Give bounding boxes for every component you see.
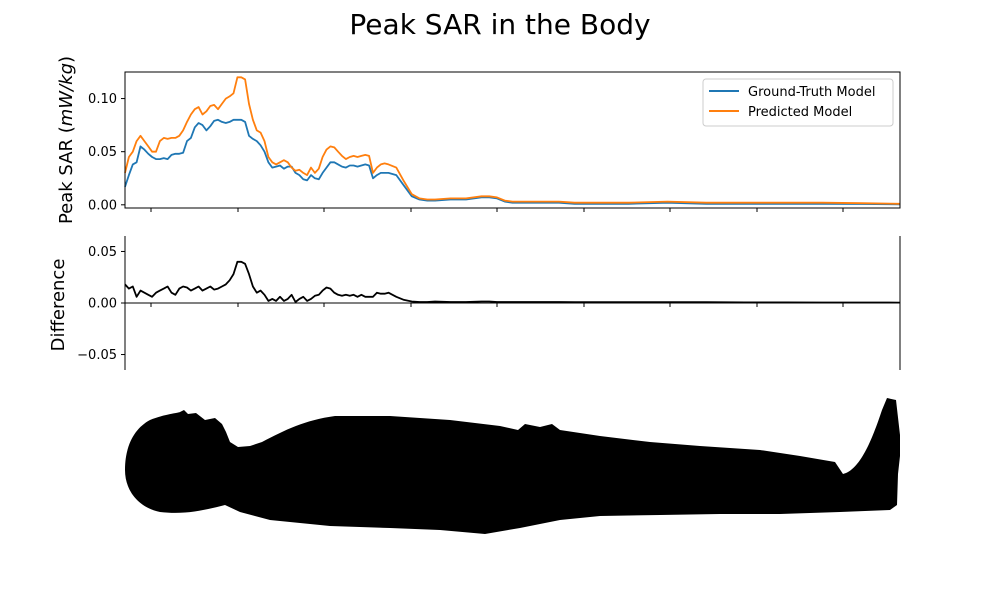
legend-label-predicted: Predicted Model <box>748 105 852 120</box>
top-series-line-0 <box>124 118 901 206</box>
difference-line-0 <box>124 260 901 304</box>
difference-panel: 0.05 0.00 −0.05 Difference <box>48 236 901 370</box>
mid-y-tick-label-1: 0.00 <box>88 297 117 312</box>
top-y-axis-label-end: ) <box>56 56 77 63</box>
top-axes-frame <box>124 71 901 209</box>
top-series-line-1 <box>124 76 901 205</box>
chart-title: Peak SAR in the Body <box>349 8 650 41</box>
peak-sar-panel: 0.00 0.05 0.10 Peak SAR (mW/kg) Ground-Tru… <box>56 56 901 224</box>
mid-y-tick-label-2: −0.05 <box>77 348 117 363</box>
top-y-tick-label-2: 0.10 <box>88 92 117 107</box>
mid-x-ticks <box>150 303 844 307</box>
legend-box <box>702 78 894 127</box>
mid-y-ticks: 0.05 0.00 −0.05 <box>77 245 125 363</box>
legend-label-ground-truth: Ground-Truth Model <box>748 85 875 100</box>
top-y-axis-label: Peak SAR (mW/kg) <box>56 56 77 224</box>
legend: Ground-Truth Model Predicted Model <box>702 78 894 127</box>
top-y-tick-label-0: 0.00 <box>88 198 117 213</box>
top-y-axis-label-unit: mW/kg <box>56 63 77 126</box>
mid-y-tick-label-0: 0.05 <box>88 245 117 260</box>
mid-series-lines <box>124 260 901 304</box>
top-x-ticks <box>150 208 844 212</box>
mid-y-axis-label: Difference <box>48 259 69 352</box>
top-y-ticks: 0.00 0.05 0.10 <box>88 92 125 213</box>
top-y-axis-label-main: Peak SAR ( <box>56 126 77 224</box>
body-shape <box>125 398 900 534</box>
top-y-tick-label-1: 0.05 <box>88 145 117 160</box>
top-series-lines <box>124 76 901 206</box>
body-silhouette <box>125 398 900 534</box>
